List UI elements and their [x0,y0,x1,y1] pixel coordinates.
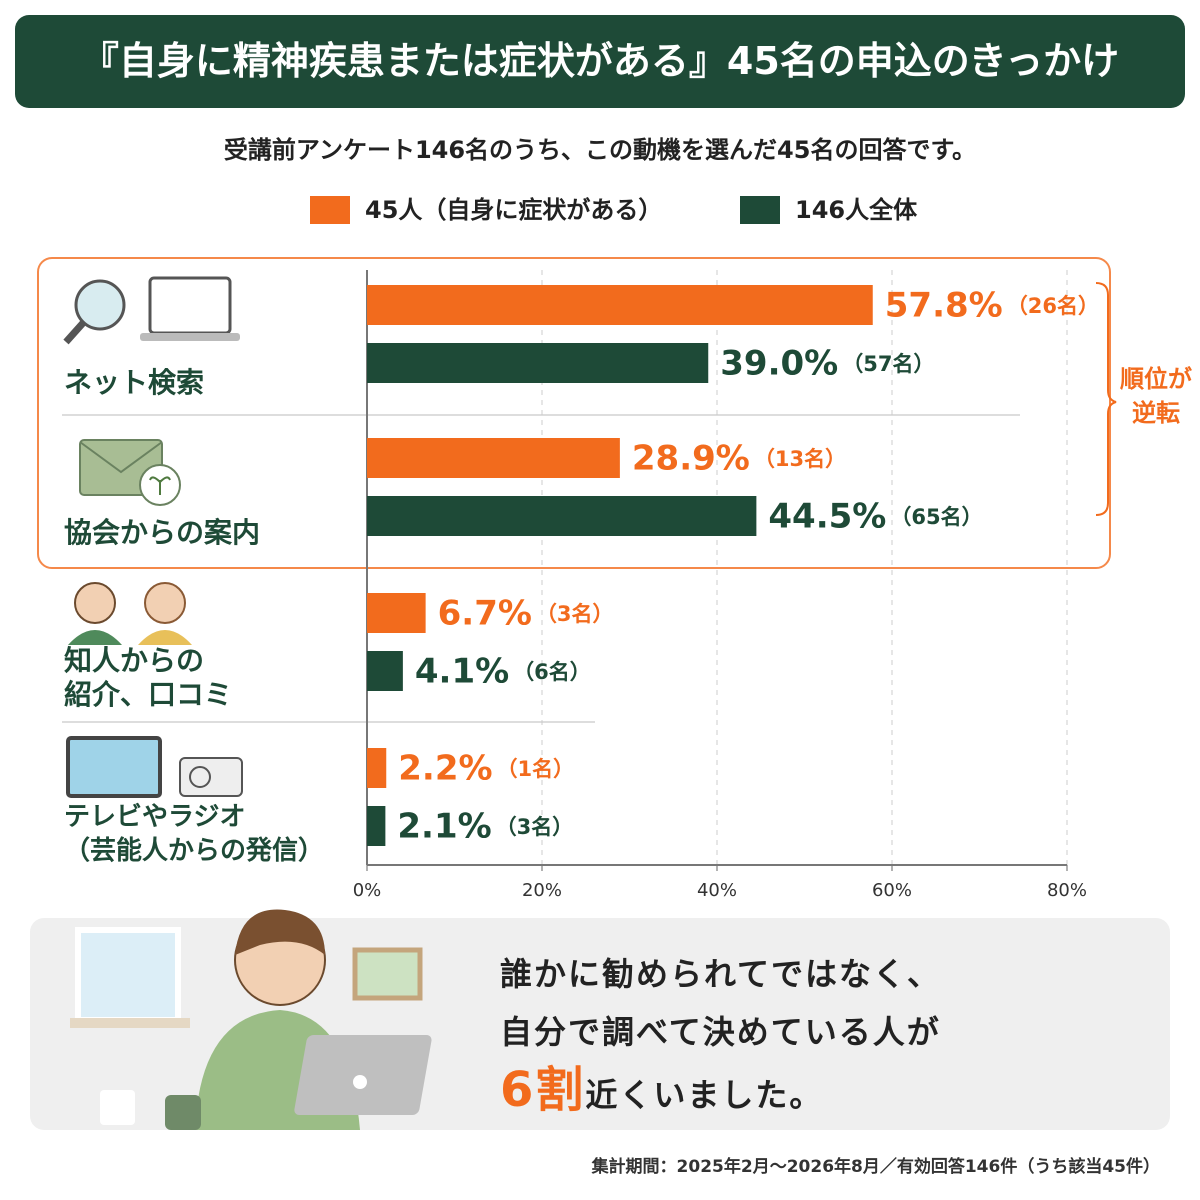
callout-highlight: 6割 [500,1062,586,1118]
count-label: （13名） [754,447,846,471]
x-tick-label: 80% [1047,880,1087,901]
count-label: （26名） [1007,294,1099,318]
bar [367,593,426,633]
count-label: （65名） [890,505,982,529]
category-label: 協会からの案内 [64,516,261,549]
laptop-icon [140,276,240,341]
value-label: 44.5% [768,497,886,537]
legend-swatch [740,196,780,224]
x-tick-label: 20% [522,880,562,901]
value-label: 57.8% [885,286,1003,326]
chart-title: 『自身に精神疾患または症状がある』45名の申込のきっかけ [80,39,1120,83]
bar [367,285,873,325]
value-label: 39.0% [720,344,838,384]
category-label: ネット検索 [64,366,205,399]
count-label: （57名） [842,352,934,376]
count-label: （6名） [513,660,591,684]
x-tick-label: 60% [872,880,912,901]
x-tick-label: 0% [353,880,382,901]
bracket [1095,282,1117,516]
bar [367,496,757,536]
value-label: 4.1% [415,652,509,692]
legend-label: 45人（自身に症状がある） [365,196,662,224]
callout-text: 誰かに勧められてではなく、 自分で調べて決めている人が [500,955,942,1051]
annotation: 順位が 逆転 [1120,365,1192,427]
illustration [70,909,432,1130]
category-label: 知人からの 紹介、口コミ [64,644,233,711]
count-label: （3名） [536,602,614,626]
callout-tail: 近くいました。 [585,1076,824,1114]
value-label: 2.1% [397,807,491,847]
count-label: （1名） [497,757,575,781]
count-label: （3名） [496,815,574,839]
highlight-box [37,257,1111,569]
callout: 誰かに勧められてではなく、 自分で調べて決めている人が 6割近くいました。 [500,945,941,1124]
bar [367,748,387,788]
bar [367,651,403,691]
source: 集計期間：2025年2月〜2026年8月／有効回答146件（うち該当45件） [591,1157,1160,1177]
value-label: 6.7% [438,594,532,634]
legend-swatch [310,196,350,224]
subtitle: 受講前アンケート146名のうち、この動機を選んだ45名の回答です。 [223,136,977,164]
value-label: 2.2% [398,749,492,789]
value-label: 28.9% [632,439,750,479]
legend-label: 146人全体 [795,196,918,224]
category-label: テレビやラジオ （芸能人からの発信） [64,802,325,866]
x-tick-label: 40% [697,880,737,901]
bar [367,806,386,846]
tv-radio-icon [66,736,243,798]
people-icon [68,582,192,645]
search-icon [63,279,126,345]
title-bar [15,15,1185,108]
bar [367,343,709,383]
bar [367,438,620,478]
mail-icon [79,439,181,506]
